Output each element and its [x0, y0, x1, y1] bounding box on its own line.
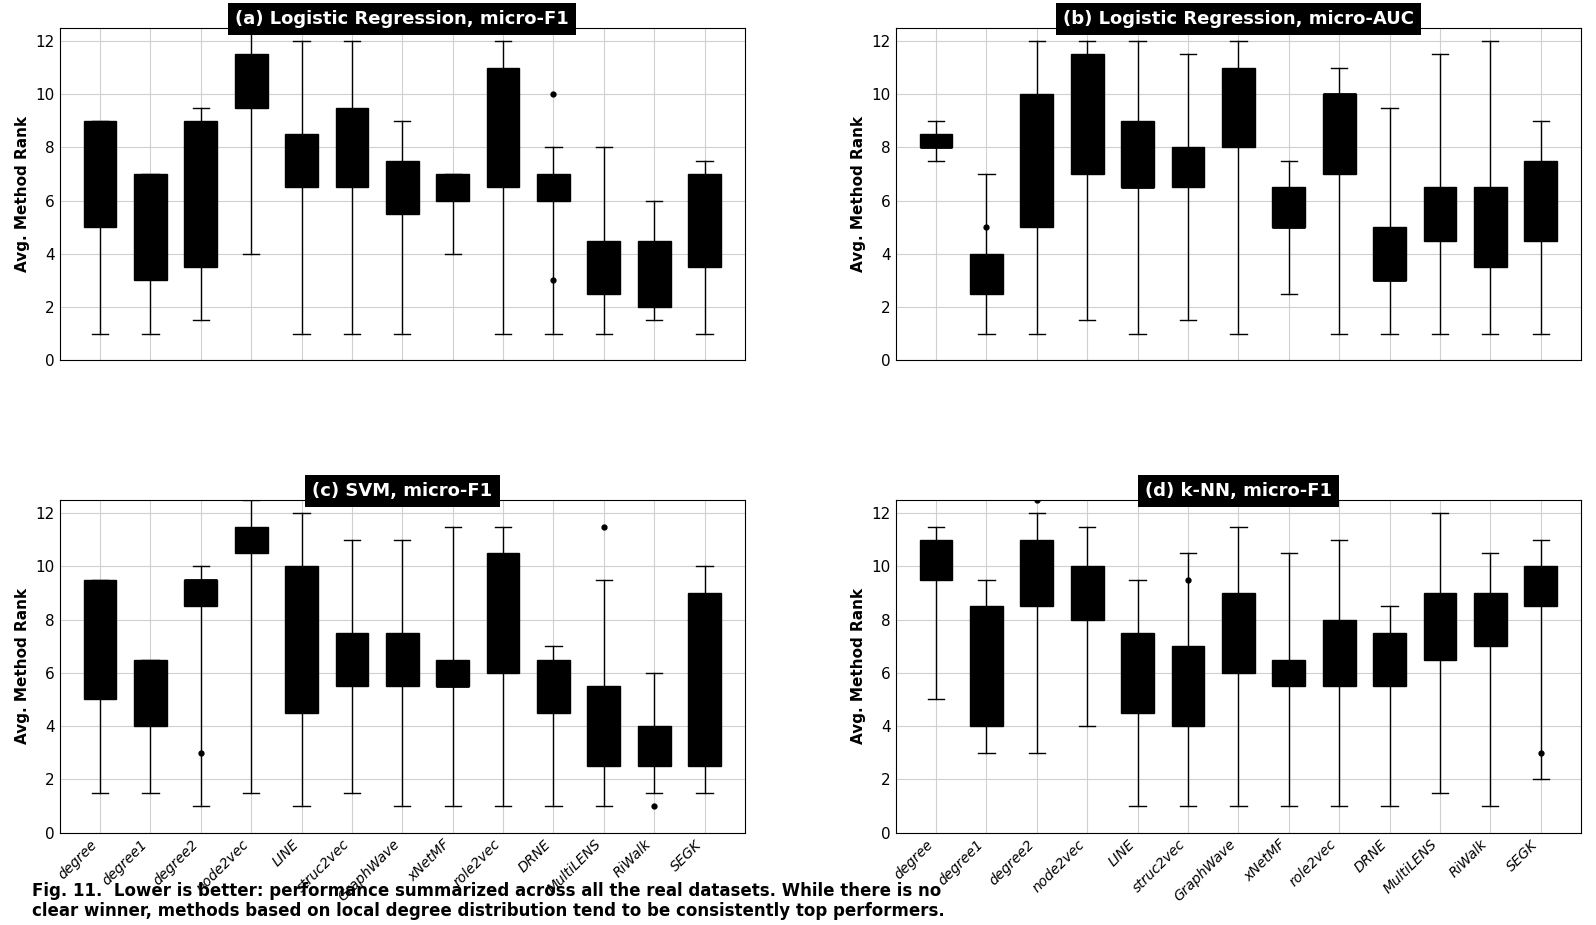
PathPatch shape — [335, 633, 369, 686]
Title: (d) k-NN, micro-F1: (d) k-NN, micro-F1 — [1144, 482, 1331, 500]
PathPatch shape — [1171, 647, 1205, 726]
PathPatch shape — [1272, 660, 1306, 686]
PathPatch shape — [335, 107, 369, 188]
PathPatch shape — [386, 161, 418, 214]
Y-axis label: Avg. Method Rank: Avg. Method Rank — [14, 588, 30, 745]
PathPatch shape — [1524, 161, 1558, 240]
PathPatch shape — [83, 580, 117, 699]
PathPatch shape — [587, 240, 621, 294]
PathPatch shape — [436, 174, 469, 201]
Title: (b) Logistic Regression, micro-AUC: (b) Logistic Regression, micro-AUC — [1063, 10, 1414, 28]
PathPatch shape — [185, 580, 217, 607]
PathPatch shape — [970, 253, 1002, 294]
PathPatch shape — [538, 660, 570, 713]
PathPatch shape — [436, 660, 469, 686]
PathPatch shape — [688, 174, 721, 267]
PathPatch shape — [487, 553, 519, 672]
PathPatch shape — [1020, 540, 1053, 607]
PathPatch shape — [1323, 620, 1355, 686]
PathPatch shape — [286, 566, 318, 713]
PathPatch shape — [587, 686, 621, 766]
PathPatch shape — [970, 607, 1002, 726]
PathPatch shape — [919, 134, 953, 147]
PathPatch shape — [1071, 55, 1103, 174]
Text: Fig. 11.  Lower is better: performance summarized across all the real datasets. : Fig. 11. Lower is better: performance su… — [32, 882, 945, 920]
PathPatch shape — [538, 174, 570, 201]
PathPatch shape — [1475, 593, 1507, 647]
PathPatch shape — [1223, 593, 1254, 672]
PathPatch shape — [1524, 566, 1558, 607]
PathPatch shape — [688, 593, 721, 766]
PathPatch shape — [1323, 94, 1355, 174]
PathPatch shape — [487, 68, 519, 188]
PathPatch shape — [638, 726, 670, 766]
PathPatch shape — [185, 121, 217, 267]
PathPatch shape — [1020, 94, 1053, 228]
Y-axis label: Avg. Method Rank: Avg. Method Rank — [14, 116, 30, 272]
PathPatch shape — [83, 121, 117, 228]
PathPatch shape — [1424, 188, 1456, 240]
PathPatch shape — [1475, 188, 1507, 267]
PathPatch shape — [1071, 566, 1103, 620]
PathPatch shape — [1122, 633, 1154, 713]
PathPatch shape — [235, 526, 268, 553]
Y-axis label: Avg. Method Rank: Avg. Method Rank — [851, 116, 867, 272]
Y-axis label: Avg. Method Rank: Avg. Method Rank — [851, 588, 867, 745]
PathPatch shape — [134, 174, 166, 280]
PathPatch shape — [1272, 188, 1306, 228]
PathPatch shape — [1122, 121, 1154, 188]
PathPatch shape — [1424, 593, 1456, 660]
Title: (c) SVM, micro-F1: (c) SVM, micro-F1 — [313, 482, 493, 500]
Title: (a) Logistic Regression, micro-F1: (a) Logistic Regression, micro-F1 — [236, 10, 570, 28]
PathPatch shape — [386, 633, 418, 686]
PathPatch shape — [1373, 633, 1406, 686]
PathPatch shape — [235, 55, 268, 107]
PathPatch shape — [638, 240, 670, 307]
PathPatch shape — [1171, 147, 1205, 188]
PathPatch shape — [134, 660, 166, 726]
PathPatch shape — [1373, 228, 1406, 280]
PathPatch shape — [919, 540, 953, 580]
PathPatch shape — [1223, 68, 1254, 147]
PathPatch shape — [286, 134, 318, 188]
